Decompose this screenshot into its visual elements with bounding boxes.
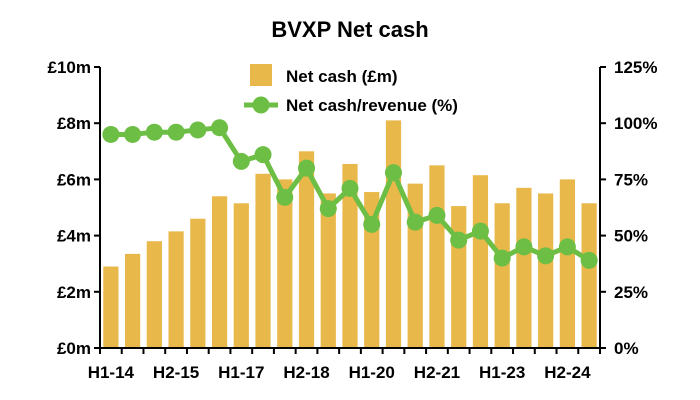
bar-net-cash <box>125 253 141 348</box>
bar-net-cash <box>168 231 184 348</box>
bar-net-cash <box>342 163 358 348</box>
bar-net-cash <box>472 175 489 348</box>
legend: Net cash (£m) Net cash/revenue (%) <box>244 64 458 115</box>
bar-net-cash <box>320 193 336 348</box>
bar-net-cash <box>146 241 162 348</box>
bar-net-cash <box>277 179 293 348</box>
y-left-tick-label: £10m <box>48 58 91 77</box>
y-right-tick-label: 100% <box>614 114 657 133</box>
point-net-cash-revenue <box>471 222 489 240</box>
point-net-cash-revenue <box>363 215 381 233</box>
bar-net-cash <box>211 196 228 348</box>
legend-label-net-cash-revenue: Net cash/revenue (%) <box>286 96 458 115</box>
x-tick-label: H1-17 <box>218 363 264 382</box>
point-net-cash-revenue <box>167 123 185 141</box>
point-net-cash-revenue <box>537 247 555 265</box>
bar-net-cash <box>516 187 532 348</box>
legend-label-net-cash: Net cash (£m) <box>286 67 397 86</box>
x-tick-label: H1-14 <box>88 363 135 382</box>
point-net-cash-revenue <box>406 213 424 231</box>
y-right-tick-label: 125% <box>614 58 657 77</box>
bar-net-cash <box>538 193 554 348</box>
point-net-cash-revenue <box>124 125 142 143</box>
point-net-cash-revenue <box>189 121 207 139</box>
point-net-cash-revenue <box>341 179 359 197</box>
bar-net-cash <box>298 151 315 348</box>
point-net-cash-revenue <box>232 152 250 170</box>
y-left-tick-label: £6m <box>57 170 91 189</box>
x-tick-label: H1-20 <box>349 363 395 382</box>
axes: £0m £2m £4m £6m £8m £10m 0% 25% 50% 75% 100% 125% H1… <box>48 58 658 382</box>
bar-net-cash <box>581 203 597 348</box>
x-tick-label: H2-15 <box>153 363 199 382</box>
point-net-cash-revenue <box>319 200 337 218</box>
y-left-tick-label: £0m <box>57 339 91 358</box>
bar-net-cash <box>190 218 206 348</box>
legend-swatch-marker <box>252 96 270 114</box>
line-series <box>102 119 598 269</box>
y-right-tick-label: 50% <box>614 227 648 246</box>
y-left-tick-label: £8m <box>57 114 91 133</box>
point-net-cash-revenue <box>580 251 598 269</box>
bar-series <box>103 120 597 348</box>
point-net-cash-revenue <box>558 238 576 256</box>
point-net-cash-revenue <box>493 249 511 267</box>
x-tick-label: H1-23 <box>479 363 525 382</box>
legend-swatch-net-cash <box>250 64 272 86</box>
chart-title: BVXP Net cash <box>271 17 428 42</box>
bar-net-cash <box>103 266 119 348</box>
bar-net-cash <box>255 173 271 348</box>
point-net-cash-revenue <box>102 125 120 143</box>
point-net-cash-revenue <box>145 123 163 141</box>
x-tick-label: H2-21 <box>414 363 460 382</box>
bar-net-cash <box>494 203 510 348</box>
point-net-cash-revenue <box>276 188 294 206</box>
bar-net-cash <box>559 179 575 348</box>
bar-net-cash <box>233 203 249 348</box>
point-net-cash-revenue <box>254 146 272 164</box>
y-right-tick-label: 25% <box>614 283 648 302</box>
point-net-cash-revenue <box>428 206 446 224</box>
bar-net-cash <box>451 206 467 348</box>
point-net-cash-revenue <box>211 119 229 137</box>
x-tick-label: H2-18 <box>283 363 329 382</box>
y-left-tick-label: £2m <box>57 283 91 302</box>
point-net-cash-revenue <box>450 231 468 249</box>
bar-net-cash <box>385 120 402 348</box>
y-left-tick-label: £4m <box>57 227 91 246</box>
y-right-tick-label: 75% <box>614 170 648 189</box>
x-tick-label: H2-24 <box>544 363 591 382</box>
bar-net-cash <box>429 165 445 348</box>
y-right-tick-label: 0% <box>614 339 639 358</box>
point-net-cash-revenue <box>384 164 402 182</box>
point-net-cash-revenue <box>298 159 316 177</box>
point-net-cash-revenue <box>515 238 533 256</box>
